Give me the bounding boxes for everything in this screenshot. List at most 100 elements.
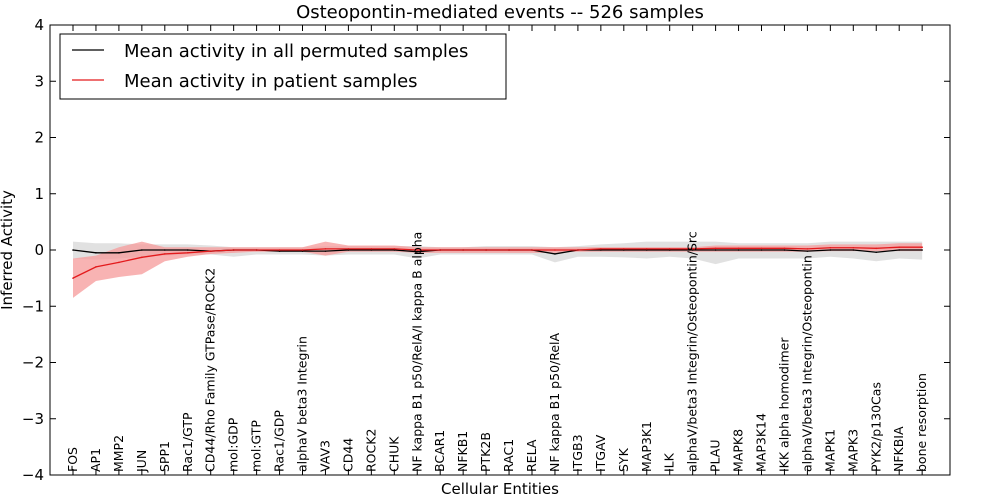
x-tick-label: mol:GTP	[249, 420, 264, 472]
x-tick-label: CHUK	[386, 436, 401, 472]
x-tick-label: RAC1	[501, 439, 516, 472]
data-point	[370, 249, 373, 251]
legend: Mean activity in all permuted samples Me…	[59, 33, 507, 100]
x-tick-label: CD44/Rho Family GTPase/ROCK2	[203, 268, 218, 472]
data-point	[783, 247, 786, 250]
data-point	[485, 249, 487, 251]
data-point	[554, 253, 556, 255]
data-point	[416, 250, 419, 253]
data-point	[301, 250, 304, 252]
data-point	[232, 249, 235, 251]
y-tick-label: −2	[22, 354, 44, 372]
x-tick-label: JUN	[134, 450, 149, 473]
data-point	[623, 248, 625, 250]
legend-entry-permuted: Mean activity in all permuted samples	[124, 41, 468, 62]
data-point	[668, 249, 671, 251]
x-tick-label: alphaV beta3 Integrin	[295, 336, 310, 472]
data-point	[393, 249, 396, 251]
data-point	[898, 249, 900, 251]
x-tick-label: NF kappa B1 p50/RelA	[547, 332, 562, 472]
data-point	[255, 249, 258, 251]
x-tick-label: NF kappa B1 p50/RelA/I kappa B alpha	[409, 232, 424, 472]
x-tick-label: ILK	[662, 452, 677, 472]
data-point	[921, 249, 923, 251]
data-point	[875, 247, 878, 250]
y-axis-label: Inferred Activity	[0, 190, 16, 310]
x-tick-label: NFKBIA	[891, 426, 906, 472]
data-point	[95, 252, 97, 254]
data-point	[554, 249, 556, 251]
x-tick-label: Rac1/GTP	[180, 412, 195, 472]
x-tick-label: IKK alpha homodimer	[776, 337, 791, 472]
x-tick-label: MMP2	[111, 435, 126, 472]
data-point	[209, 250, 212, 252]
data-point	[393, 248, 396, 250]
x-tick-label: ITGB3	[570, 434, 585, 472]
x-tick-label: RELA	[524, 439, 539, 472]
data-point	[645, 249, 648, 251]
data-point	[324, 250, 327, 252]
data-point	[186, 252, 189, 254]
y-tick-label: 2	[34, 129, 44, 147]
data-point	[691, 249, 694, 251]
y-tick-label: 0	[34, 241, 44, 259]
data-point	[72, 249, 74, 251]
data-point	[852, 246, 855, 249]
x-tick-label: PLAU	[708, 440, 723, 473]
data-point	[370, 248, 373, 250]
x-tick-label: PYK2/p130Cas	[868, 382, 883, 472]
lines-layer	[72, 246, 923, 279]
data-point	[714, 249, 717, 251]
x-tick-label: ITGAV	[593, 434, 608, 472]
x-tick-label: SPP1	[157, 441, 172, 472]
x-tick-label: bone resorption	[914, 373, 929, 472]
data-point	[783, 249, 786, 251]
data-point	[164, 253, 166, 255]
data-point	[829, 246, 832, 249]
data-point	[141, 249, 143, 251]
y-tick-label: 4	[34, 16, 44, 34]
x-tick-label: Rac1/GDP	[272, 410, 287, 472]
labels-layer: −4 −3 −2 −1 0 1 2 3 4 FOS AP1 MMP2 JUN SPP1 Rac1/GTP CD…	[22, 16, 929, 484]
data-point	[875, 251, 878, 254]
x-tick-label: alphaV/beta3 Integrin/Osteopontin/Src	[685, 231, 700, 472]
x-tick-label: ROCK2	[363, 429, 378, 472]
data-point	[760, 249, 763, 251]
x-tick-label: MAPK3	[845, 429, 860, 472]
data-point	[118, 261, 120, 264]
data-point	[164, 249, 166, 251]
data-point	[347, 248, 350, 250]
data-point	[714, 247, 717, 250]
data-point	[623, 249, 625, 251]
data-point	[278, 249, 281, 251]
data-point	[141, 256, 143, 259]
data-point	[600, 249, 602, 251]
chart-title: Osteopontin-mediated events -- 526 sampl…	[296, 2, 704, 23]
data-point	[760, 247, 763, 250]
data-point	[668, 248, 671, 250]
data-point	[531, 249, 533, 251]
legend-box	[59, 33, 507, 100]
data-point	[691, 248, 694, 250]
data-point	[278, 250, 281, 252]
x-tick-label: MAPK1	[822, 429, 837, 472]
data-point	[301, 249, 304, 251]
x-tick-label: FOS	[65, 447, 80, 472]
data-point	[852, 249, 855, 251]
data-point	[898, 246, 900, 248]
data-point	[95, 266, 97, 268]
y-tick-label: 3	[34, 72, 44, 90]
x-tick-label: PTK2B	[478, 432, 493, 472]
x-axis-label: Cellular Entities	[441, 480, 559, 498]
data-point	[439, 249, 442, 251]
plot-frame	[49, 24, 951, 476]
x-tick-label: MAP3K14	[754, 413, 769, 472]
data-point	[921, 246, 923, 248]
x-tick-label: MAP3K1	[639, 421, 654, 472]
x-tick-label: CD44	[340, 438, 355, 472]
y-tick-label: −3	[22, 410, 44, 428]
x-tick-label: alphaV/beta3 Integrin/Osteopontin	[799, 255, 814, 472]
data-point	[806, 248, 809, 250]
data-point	[600, 248, 602, 250]
